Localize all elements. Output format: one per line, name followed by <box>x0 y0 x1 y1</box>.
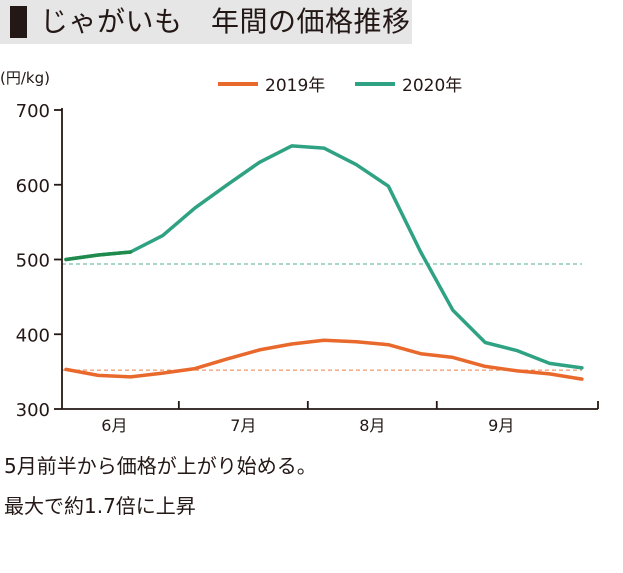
y-tick-label-400: 400 <box>16 325 50 346</box>
price-line-chart: (円/kg) 2019年 2020年 300 400 500 600 700 6月 7月 8月 9月 <box>0 69 599 435</box>
series-line-2019年 <box>64 338 584 381</box>
y-tick-label-300: 300 <box>16 400 50 421</box>
x-tick-label-6月: 6月 <box>101 416 127 435</box>
chart-title: じゃがいも 年間の価格推移 <box>40 5 411 38</box>
title-marker <box>10 6 27 38</box>
y-unit-label: (円/kg) <box>0 69 50 87</box>
x-tick-label-9月: 9月 <box>488 416 514 435</box>
legend-label-2019年: 2019年 <box>265 76 325 96</box>
series-line-start-2020年 <box>64 250 133 262</box>
caption-line-1: 5月前半から価格が上がり始める。 <box>4 454 317 478</box>
x-tick-label-7月: 7月 <box>230 416 256 435</box>
y-tick-label-600: 600 <box>16 176 50 197</box>
y-tick-label-700: 700 <box>16 101 50 122</box>
caption-line-2: 最大で約1.7倍に上昇 <box>4 494 196 518</box>
title-bar: じゃがいも 年間の価格推移 <box>0 0 412 44</box>
y-tick-label-500: 500 <box>16 251 50 272</box>
x-tick-label-8月: 8月 <box>359 416 385 435</box>
legend-label-2020年: 2020年 <box>402 76 462 96</box>
series-line-2020年 <box>64 144 584 370</box>
